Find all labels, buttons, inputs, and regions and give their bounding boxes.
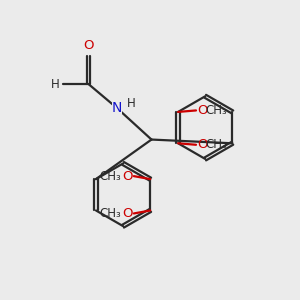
- Text: N: N: [112, 101, 122, 115]
- Text: O: O: [83, 39, 94, 52]
- Text: H: H: [127, 97, 136, 110]
- Text: O: O: [122, 207, 133, 220]
- Text: CH₃: CH₃: [206, 138, 228, 151]
- Text: CH₃: CH₃: [100, 169, 121, 183]
- Text: O: O: [197, 104, 207, 117]
- Text: O: O: [197, 138, 207, 151]
- Text: H: H: [51, 78, 60, 91]
- Text: CH₃: CH₃: [100, 207, 121, 220]
- Text: CH₃: CH₃: [206, 104, 228, 117]
- Text: O: O: [122, 169, 133, 183]
